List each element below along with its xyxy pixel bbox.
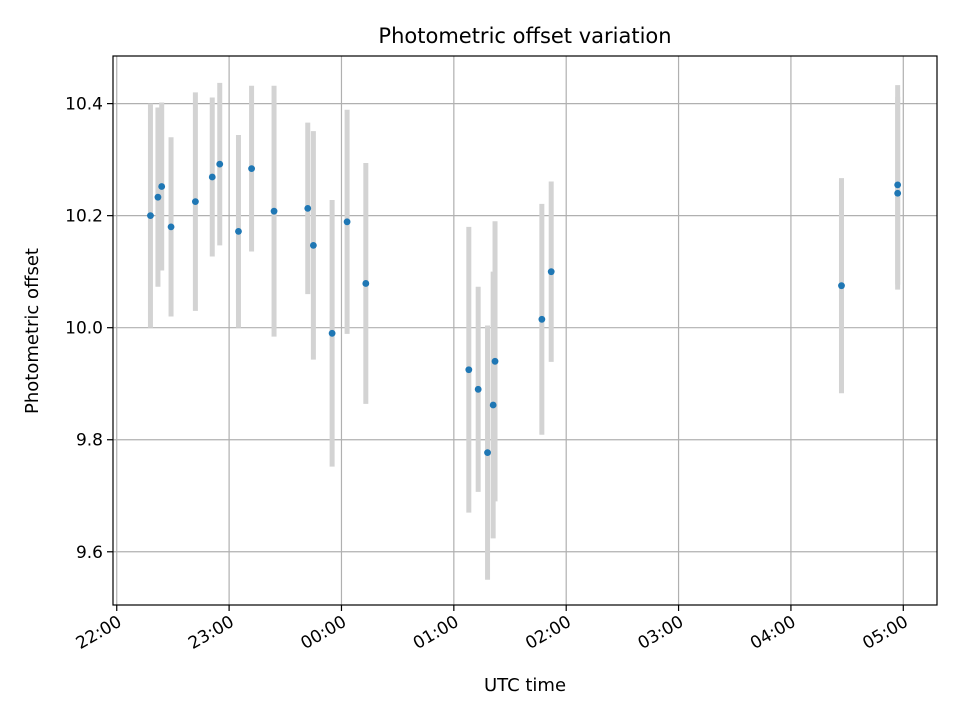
data-point bbox=[248, 165, 255, 173]
data-point bbox=[167, 223, 175, 231]
data-point bbox=[270, 207, 278, 215]
data-point bbox=[304, 204, 312, 212]
data-point bbox=[894, 181, 902, 189]
y-axis-title: Photometric offset bbox=[22, 248, 43, 414]
data-point bbox=[894, 189, 902, 197]
data-point bbox=[484, 449, 491, 457]
data-point bbox=[547, 268, 555, 276]
data-point bbox=[154, 193, 162, 201]
data-point bbox=[158, 183, 166, 190]
data-point bbox=[309, 241, 317, 249]
data-point bbox=[538, 315, 546, 323]
x-axis-title: UTC time bbox=[484, 675, 566, 696]
data-point bbox=[465, 366, 473, 374]
data-point bbox=[235, 227, 242, 235]
data-point bbox=[328, 329, 336, 337]
chart-title: Photometric offset variation bbox=[378, 24, 671, 48]
data-point bbox=[343, 218, 351, 226]
y-axis-ticks: 9.6 9.8 10.0 10.2 10.4 bbox=[65, 95, 113, 563]
data-point bbox=[491, 357, 499, 365]
data-point bbox=[208, 173, 216, 181]
y-tick-label: 9.8 bbox=[76, 431, 103, 451]
data-point bbox=[838, 282, 845, 290]
data-point bbox=[474, 385, 482, 393]
y-tick-label: 9.6 bbox=[76, 543, 103, 563]
data-point bbox=[192, 198, 199, 206]
y-tick-label: 10.0 bbox=[65, 319, 103, 339]
y-tick-label: 10.4 bbox=[65, 95, 103, 115]
y-tick-label: 10.2 bbox=[65, 207, 103, 227]
data-point bbox=[362, 280, 370, 287]
data-point bbox=[489, 401, 497, 409]
data-point bbox=[147, 212, 154, 220]
data-points bbox=[147, 160, 902, 457]
plot-frame bbox=[112, 55, 938, 606]
data-point bbox=[216, 160, 224, 168]
